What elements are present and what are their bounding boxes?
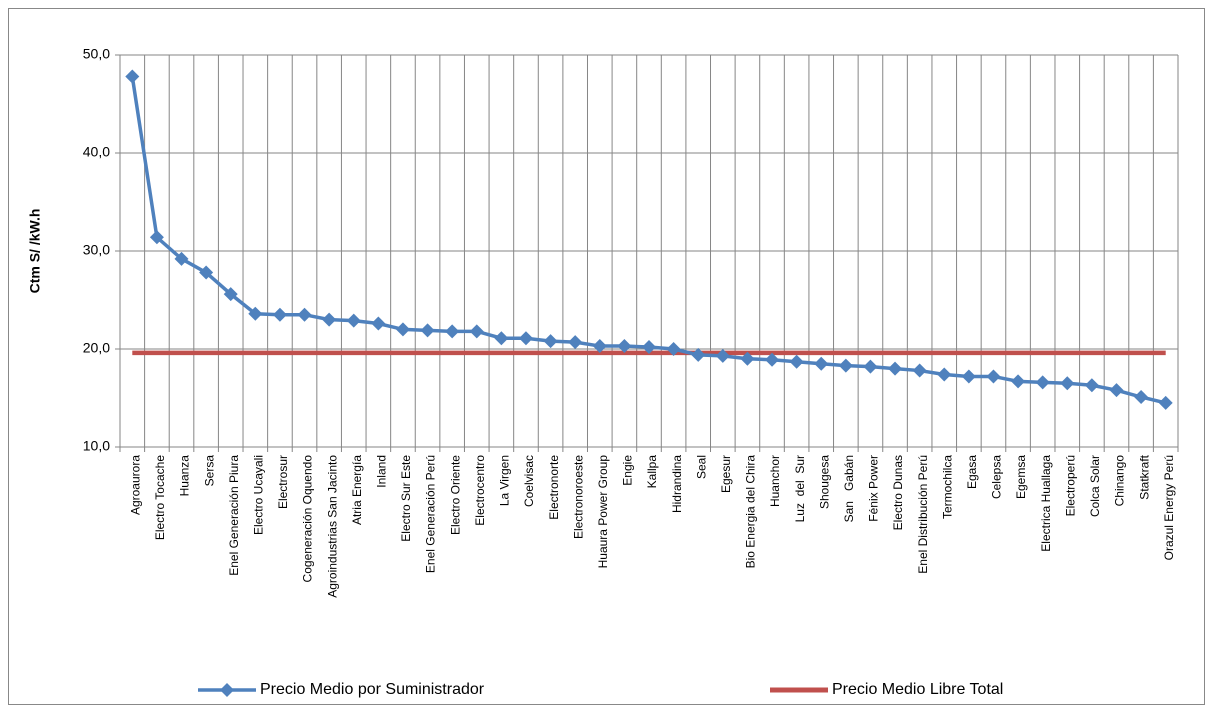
x-tick-label: Egasa	[965, 455, 979, 489]
data-point	[691, 347, 706, 362]
data-point	[395, 322, 410, 337]
data-point	[272, 307, 287, 322]
x-tick-label: Hidrandina	[670, 455, 684, 513]
x-tick-label: Electro Ucayali	[251, 455, 265, 535]
data-point	[1134, 390, 1149, 405]
data-point	[814, 356, 829, 371]
x-tick-label: Orazul Energy Perú	[1162, 455, 1176, 560]
data-point	[592, 339, 607, 354]
x-tick-label: Egemsa	[1014, 455, 1028, 499]
data-point	[1060, 376, 1075, 391]
x-tick-label: Bio Energia del Chira	[744, 455, 758, 569]
x-tick-label: Electrica Huallaga	[1039, 455, 1053, 552]
data-point	[297, 307, 312, 322]
x-tick-label: Termochilca	[940, 455, 954, 519]
data-point	[494, 331, 509, 346]
x-tick-label: Enel Generación Piura	[227, 455, 241, 576]
x-tick-label: Engie	[621, 455, 635, 486]
x-tick-label: Huanza	[178, 455, 192, 497]
y-tick-label: 20,0	[83, 340, 110, 356]
data-point	[223, 287, 238, 302]
x-tick-label: Electro Oriente	[448, 455, 462, 535]
data-point	[789, 354, 804, 369]
data-point	[1084, 378, 1099, 393]
data-point	[568, 335, 583, 350]
y-axis-label: Ctm S/ /kW.h	[27, 209, 43, 294]
data-point	[912, 363, 927, 378]
y-tick-label: 30,0	[83, 242, 110, 258]
data-point	[199, 265, 214, 280]
data-point	[174, 251, 189, 266]
x-tick-label: Cogeneración Oquendo	[301, 455, 315, 583]
data-point	[322, 312, 337, 327]
legend-marker	[220, 683, 234, 697]
x-tick-label: Agroaurora	[128, 455, 142, 515]
data-point	[469, 324, 484, 339]
data-point	[420, 323, 435, 338]
x-tick-label: Electrosur	[276, 455, 290, 509]
x-tick-label: Coelvisac	[522, 455, 536, 507]
x-tick-label: Enel Distribución Perú	[916, 455, 930, 574]
x-tick-label: Kallpa	[645, 455, 659, 489]
y-tick-label: 50,0	[83, 46, 110, 62]
data-point	[1035, 375, 1050, 390]
x-tick-label: Celepsa	[990, 455, 1004, 499]
data-point	[543, 334, 558, 349]
x-tick-label: Electro Tocache	[153, 455, 167, 540]
x-tick-label: Electronorte	[547, 455, 561, 520]
data-point	[740, 351, 755, 366]
data-point	[149, 230, 164, 245]
chart-frame	[8, 8, 1205, 705]
x-tick-label: Statkraft	[1137, 454, 1151, 499]
x-tick-label: Electronoroeste	[571, 455, 585, 539]
x-tick-label: Enel Generación Perú	[424, 455, 438, 573]
data-point	[765, 352, 780, 367]
data-point	[715, 348, 730, 363]
data-point	[125, 69, 140, 84]
x-tick-label: La Virgen	[498, 455, 512, 506]
y-tick-label: 40,0	[83, 144, 110, 160]
data-point	[838, 358, 853, 373]
data-point	[1109, 383, 1124, 398]
x-tick-label: Atria Energía	[350, 455, 364, 525]
data-point	[888, 361, 903, 376]
data-point	[1011, 374, 1026, 389]
data-point	[445, 324, 460, 339]
data-point	[1158, 395, 1173, 410]
x-tick-label: San Gabán	[842, 455, 856, 522]
data-point	[863, 359, 878, 374]
x-tick-label: Luz del Sur	[793, 455, 807, 522]
data-point	[346, 313, 361, 328]
x-tick-label: Huanchor	[768, 455, 782, 507]
x-tick-label: Electrocentro	[473, 455, 487, 526]
data-point	[248, 306, 263, 321]
x-tick-label: Egesur	[719, 455, 733, 493]
data-point	[986, 369, 1001, 384]
data-point	[642, 340, 656, 355]
x-tick-label: Colca Solar	[1088, 455, 1102, 517]
x-tick-label: Inland	[375, 455, 389, 488]
x-tick-label: Sersa	[202, 455, 216, 487]
x-tick-label: Huaura Power Group	[596, 455, 610, 569]
data-point	[937, 367, 952, 382]
data-point	[961, 369, 976, 384]
data-point	[518, 331, 533, 346]
x-tick-label: Electroperú	[1063, 455, 1077, 516]
data-point	[666, 342, 681, 356]
x-tick-label: Seal	[694, 455, 708, 479]
y-tick-label: 10,0	[83, 438, 110, 454]
data-point	[371, 316, 386, 331]
legend-label: Precio Medio por Suministrador	[260, 681, 485, 698]
data-point	[617, 339, 632, 354]
x-tick-label: Chinango	[1113, 455, 1127, 507]
legend-label: Precio Medio Libre Total	[832, 681, 1003, 698]
x-tick-label: Agroindustrias San Jacinto	[325, 455, 339, 598]
x-tick-label: Fénix Power	[867, 455, 881, 522]
x-tick-label: Electro Dunas	[891, 455, 905, 530]
x-tick-label: Shougesa	[817, 455, 831, 509]
x-tick-label: Electro Sur Este	[399, 455, 413, 542]
